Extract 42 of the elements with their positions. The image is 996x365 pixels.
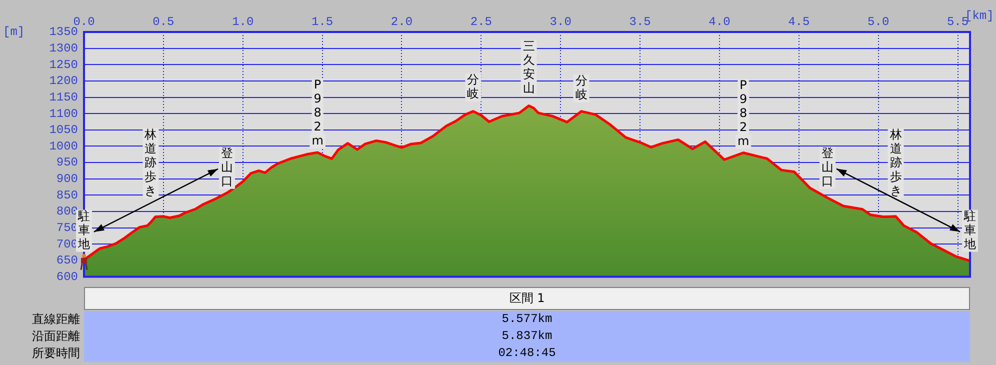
text: 沿面距離 [31, 328, 80, 345]
y-tick-label: 1000 [49, 139, 78, 154]
y-tick-label: 1250 [49, 58, 78, 72]
x-tick-label: 3.0 [550, 14, 572, 29]
text: 所要時間 [31, 345, 80, 362]
y-tick-label: 1300 [49, 41, 78, 56]
annotation: 三久安山 [522, 38, 535, 95]
y-tick-label: 850 [56, 188, 78, 202]
annotation: 登山口 [821, 146, 834, 188]
annotation: 駐車地 [963, 208, 976, 251]
y-tick-label: 1100 [49, 106, 78, 121]
x-tick-label: 0.5 [152, 14, 174, 29]
annotation: 分岐 [575, 73, 588, 102]
annotation: P982m [312, 78, 324, 148]
x-tick-label: 1.0 [232, 14, 254, 29]
y-tick-label: 1150 [49, 90, 78, 104]
x-tick-label: 4.5 [788, 14, 810, 29]
text: 区間 1 [84, 287, 970, 310]
annotation: P982m [737, 78, 750, 148]
y-tick-label: 1200 [49, 74, 78, 88]
y-tick-label: 1050 [49, 123, 78, 138]
annotation: 駐車地 [77, 208, 90, 251]
annotation: 林道跡歩き [144, 127, 157, 198]
text: 5.577km [84, 311, 970, 328]
x-tick-label: 3.5 [629, 14, 651, 29]
text: 直線距離 [31, 311, 80, 328]
x-tick-label: 1.5 [311, 14, 334, 29]
y-tick-label: 900 [56, 172, 78, 186]
x-tick-label: 2.5 [470, 14, 492, 29]
x-tick-label: 5.0 [868, 14, 890, 29]
y-tick-label: 650 [56, 254, 78, 268]
annotation: 分岐 [467, 72, 480, 100]
text: 5.837km [84, 328, 970, 345]
y-axis-title: [m] [3, 25, 25, 40]
x-tick-label: 2.0 [390, 14, 413, 29]
y-tick-label: 600 [56, 270, 78, 284]
annotation: 林道跡歩き [888, 128, 902, 198]
y-tick-label: 1350 [49, 25, 78, 40]
text: 02:48:45 [84, 345, 970, 362]
annotation: 登山口 [220, 146, 233, 188]
y-tick-label: 950 [56, 156, 78, 170]
x-tick-label: 4.0 [708, 14, 730, 29]
